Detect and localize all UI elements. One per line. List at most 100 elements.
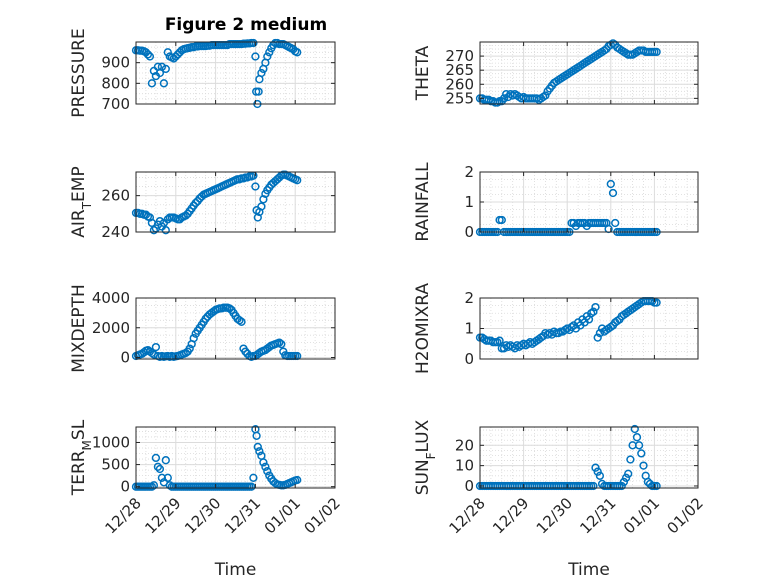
x-tick-label: 01/01 [620,494,663,537]
data-point [593,333,602,342]
y-tick-label: 1 [464,193,474,211]
y-tick-label: 270 [445,47,474,65]
data-point [275,338,284,347]
data-series [131,170,302,235]
data-point [253,442,262,452]
data-point [145,52,155,61]
data-point [593,467,602,476]
data-series [475,424,661,491]
data-point [595,328,605,338]
data-point [143,50,153,59]
data-series [131,38,302,109]
data-point [237,317,246,326]
data-point [495,336,504,345]
data-point [624,469,633,478]
data-point [247,482,256,491]
y-axis-label-tail: LUX [413,419,433,452]
axes-box [135,297,336,360]
subplot-1: 700 800 900 PRESSURE [69,28,336,118]
y-axis-label: H2OMIXRA [413,283,433,374]
data-point [163,473,172,482]
data-point [652,47,661,57]
x-tick-label: 01/01 [261,494,304,537]
data-point [249,38,258,48]
data-series [131,425,302,491]
y-axis-label-sub: F [424,452,438,459]
data-point [159,79,169,88]
data-point [252,431,261,440]
x-axis-label: Time [214,560,257,580]
y-axis-label-main: RAINFALL [413,162,433,242]
axes-box [135,426,336,489]
y-tick-label: 10 [455,457,474,475]
data-series [475,39,661,107]
y-tick-label: 20 [455,436,474,454]
y-axis-label-main: PRESSURE [69,28,89,117]
data-point [153,462,163,471]
data-point [163,48,172,57]
data-point [617,481,626,491]
y-tick-label: 2000 [92,319,130,337]
data-point [277,339,286,349]
y-axis-label: PRESSURE [69,28,89,117]
data-point [639,461,648,470]
y-axis-label-tail: EMP [69,166,89,202]
data-point [567,322,576,332]
data-point [155,464,165,474]
y-tick-label: 1000 [92,433,130,451]
data-point [621,473,631,482]
y-tick-label: 255 [445,89,474,107]
data-point [161,226,170,235]
data-point [257,68,266,78]
y-tick-label: 0 [464,477,474,495]
data-point [255,447,264,456]
data-point [608,188,618,198]
data-series [131,303,302,361]
x-tick-label: 12/28 [102,494,145,537]
y-axis-label: AIRTEMP [69,166,94,237]
data-point [149,226,159,235]
axes-box [135,41,336,105]
y-axis-label: MIXDEPTH [69,284,89,373]
x-tick-label: 12/30 [181,494,224,537]
y-tick-label: 240 [101,223,130,241]
data-point [541,91,550,100]
figure-title: Figure 2 medium [165,15,327,35]
data-point [652,481,661,491]
x-tick-label: 12/29 [141,494,184,537]
data-point [252,87,261,96]
data-point [611,218,620,228]
data-point [643,477,653,487]
data-point [251,52,260,61]
y-axis-label-sub: T [80,201,94,210]
y-tick-label: 500 [101,456,130,474]
data-point [151,342,161,352]
data-point [591,302,600,312]
y-axis-label-tail: SL [69,419,89,440]
y-tick-label: 0 [120,349,130,367]
data-point [634,441,644,450]
data-point [595,471,605,480]
data-point [293,176,302,185]
subplot-8: 0 10 20 SUNFLUX 12/28 12/29 12/30 12/31 01/01 01/… [413,419,707,580]
axes-box [135,171,336,233]
data-point [259,458,268,467]
data-point [499,94,509,103]
x-tick-label: 12/28 [446,494,489,537]
x-tick-label: 12/31 [576,494,619,537]
y-tick-label: 2 [464,289,474,307]
data-point [652,298,661,307]
y-axis-label-main: SUN [413,459,433,495]
axes-box [479,426,699,489]
y-tick-label: 4000 [92,289,130,307]
data-point [251,182,260,191]
y-axis-label-main: H2OMIXRA [413,283,433,374]
data-series [475,296,661,353]
data-point [185,344,194,353]
data-point [293,475,302,485]
data-point [630,424,639,434]
y-tick-label: 0 [464,350,474,368]
data-point [249,473,258,482]
